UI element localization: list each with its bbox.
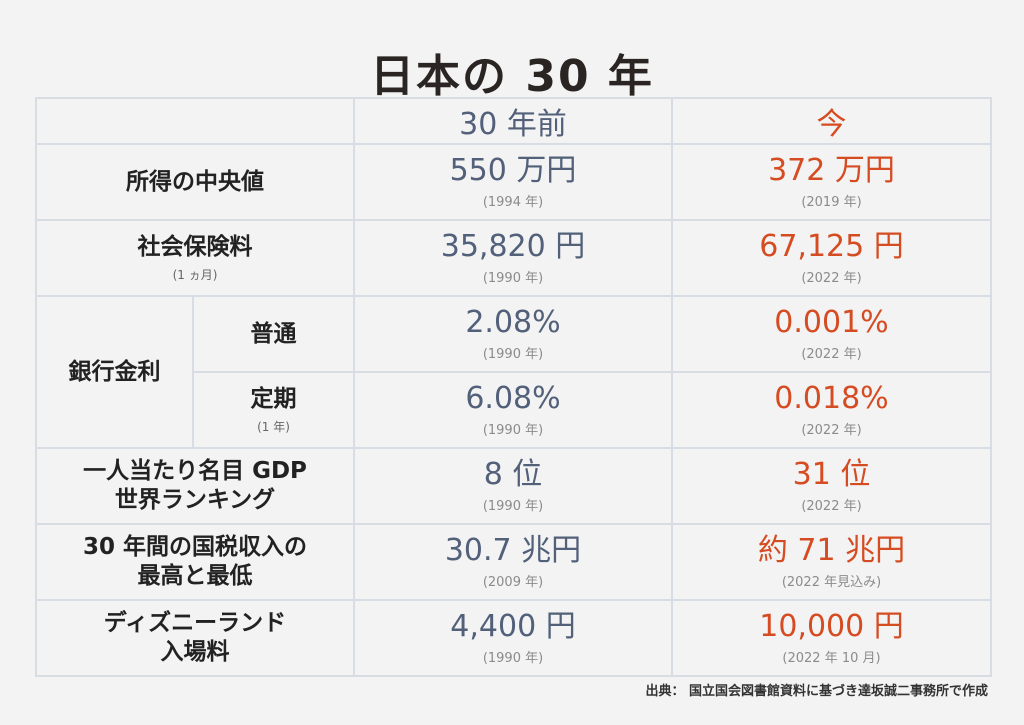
header-blank-cell	[35, 97, 355, 145]
before-year: (1994 年)	[482, 194, 544, 210]
table-row: 定期 (1 年) 6.08% (1990 年) 0.018% (2022 年)	[36, 371, 992, 449]
row-label-line2: 入場料	[160, 639, 230, 665]
now-cell: 67,125 円 (2022 年)	[671, 219, 992, 297]
before-value: 4,400 円	[450, 609, 576, 645]
now-year: (2022 年)	[801, 498, 862, 514]
table-row: 銀行金利 普通 2.08% (1990 年) 0.001% (2022 年)	[35, 295, 992, 449]
now-value: 約 71 兆円	[757, 533, 906, 569]
before-value: 35,820 円	[440, 229, 586, 265]
row-label-line2: 最高と最低	[137, 563, 253, 589]
now-year: (2022 年)	[801, 422, 862, 438]
before-cell: 4,400 円 (1990 年)	[353, 599, 673, 677]
now-year: (2022 年)	[801, 270, 862, 286]
row-label-line1: ディズニーランド	[103, 610, 287, 637]
row-label: 社会保険料	[137, 234, 253, 261]
before-cell: 6.08% (1990 年)	[353, 371, 673, 449]
before-value: 8 位	[483, 457, 543, 493]
table-row: ディズニーランド 入場料 4,400 円 (1990 年) 10,000 円 (202…	[35, 599, 992, 677]
now-value: 0.018%	[774, 381, 889, 417]
now-cell: 0.018% (2022 年)	[671, 371, 992, 449]
comparison-table: 30 年前 今 所得の中央値 550 万円 (1994 年) 372 万円 (201…	[35, 97, 992, 677]
before-year: (1990 年)	[482, 498, 544, 514]
header-before-label: 30 年前	[459, 107, 567, 142]
before-value: 30.7 兆円	[444, 533, 582, 569]
header-row: 30 年前 今	[35, 97, 992, 145]
before-year: (2009 年)	[482, 574, 544, 590]
now-value: 372 万円	[768, 153, 895, 189]
row-label-line1: 一人当たり名目 GDP	[83, 458, 307, 485]
group-label: 銀行金利	[68, 358, 161, 385]
table-row: 30 年間の国税収入の 最高と最低 30.7 兆円 (2009 年) 約 71 兆円…	[35, 523, 992, 601]
before-year: (1990 年)	[482, 346, 544, 362]
row-label: 普通	[250, 320, 297, 347]
before-year: (1990 年)	[482, 422, 544, 438]
table-row: 所得の中央値 550 万円 (1994 年) 372 万円 (2019 年)	[35, 143, 992, 221]
header-before: 30 年前	[353, 97, 673, 145]
now-cell: 約 71 兆円 (2022 年見込み)	[671, 523, 992, 601]
before-year: (1990 年)	[482, 270, 544, 286]
before-value: 550 万円	[449, 153, 577, 189]
now-value: 31 位	[792, 457, 871, 493]
row-label-cell: 定期 (1 年)	[192, 371, 355, 449]
table-row: 社会保険料 (1 ヵ月) 35,820 円 (1990 年) 67,125 円 (20…	[35, 219, 992, 297]
row-label-cell: 30 年間の国税収入の 最高と最低	[35, 523, 355, 601]
row-label-cell: 社会保険料 (1 ヵ月)	[35, 219, 355, 297]
row-label-cell: 一人当たり名目 GDP 世界ランキング	[35, 447, 355, 525]
before-cell: 2.08% (1990 年)	[353, 295, 673, 373]
page-title: 日本の 30 年	[370, 51, 654, 102]
now-cell: 0.001% (2022 年)	[671, 295, 992, 373]
now-year: (2022 年)	[801, 346, 862, 362]
now-year: (2019 年)	[801, 194, 862, 210]
before-cell: 550 万円 (1994 年)	[353, 143, 673, 221]
header-now: 今	[671, 97, 992, 145]
row-label-line1: 30 年間の国税収入の	[82, 534, 307, 561]
row-sublabel: (1 ヵ月)	[172, 267, 218, 282]
row-label-cell: ディズニーランド 入場料	[35, 599, 355, 677]
row-label-cell: 所得の中央値	[35, 143, 355, 221]
row-label-line2: 世界ランキング	[114, 487, 276, 513]
now-cell: 10,000 円 (2022 年 10 月)	[671, 599, 992, 677]
before-value: 2.08%	[465, 305, 561, 341]
before-cell: 30.7 兆円 (2009 年)	[353, 523, 673, 601]
now-value: 67,125 円	[759, 229, 904, 265]
now-cell: 372 万円 (2019 年)	[671, 143, 992, 221]
group-label-cell: 銀行金利	[35, 295, 194, 449]
now-year: (2022 年 10 月)	[782, 650, 881, 666]
now-value: 0.001%	[774, 305, 889, 341]
before-year: (1990 年)	[482, 650, 544, 666]
row-label-cell: 普通	[192, 295, 355, 373]
before-cell: 8 位 (1990 年)	[353, 447, 673, 525]
before-cell: 35,820 円 (1990 年)	[353, 219, 673, 297]
table-row: 一人当たり名目 GDP 世界ランキング 8 位 (1990 年) 31 位 (2022…	[35, 447, 992, 525]
row-sublabel: (1 年)	[257, 419, 290, 434]
before-value: 6.08%	[465, 381, 561, 417]
source-note: 出典： 国立国会図書館資料に基づき達坂誠二事務所で作成	[645, 684, 988, 699]
now-year: (2022 年見込み)	[781, 574, 882, 590]
now-value: 10,000 円	[759, 609, 904, 645]
now-cell: 31 位 (2022 年)	[671, 447, 992, 525]
row-label: 定期	[250, 386, 297, 413]
row-label: 所得の中央値	[126, 168, 264, 195]
header-now-label: 今	[816, 107, 847, 142]
